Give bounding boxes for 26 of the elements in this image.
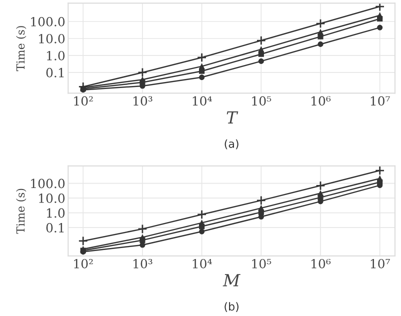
- y-tick-label: 1.0: [47, 208, 65, 218]
- x-tick-label: 10⁵: [252, 258, 272, 268]
- y-tick-label: 10.0: [39, 34, 65, 44]
- x-axis-title: T: [226, 111, 238, 124]
- y-tick-label: 10.0: [39, 194, 65, 203]
- x-tick-label: 10⁶: [312, 258, 331, 268]
- y-tick-label: 100.0: [31, 16, 65, 26]
- y-tick-label: 0.1: [46, 68, 64, 78]
- y-axis-title: Time (s): [16, 188, 26, 234]
- x-tick-label: 10⁴: [192, 258, 212, 268]
- x-axis-title: M: [222, 274, 240, 286]
- y-tick-label: 1.0: [47, 50, 65, 60]
- x-tick-label: 10⁵: [252, 96, 272, 106]
- x-tick-label: 10³: [134, 96, 152, 106]
- y-tick-label: 0.1: [46, 223, 64, 233]
- x-tick-label: 10²: [74, 96, 93, 106]
- x-tick-label: 10⁶: [312, 96, 331, 106]
- text: (b): [224, 302, 238, 312]
- x-tick-label: 10²: [74, 258, 93, 268]
- x-tick-label: 10³: [134, 258, 152, 268]
- x-tick-label: 10⁷: [370, 96, 390, 106]
- y-axis-title: Time (s): [16, 26, 26, 72]
- x-tick-label: 10⁴: [192, 96, 212, 106]
- text: (a): [224, 139, 238, 150]
- y-tick-label: 100.0: [31, 178, 65, 188]
- x-tick-label: 10⁷: [370, 258, 390, 268]
